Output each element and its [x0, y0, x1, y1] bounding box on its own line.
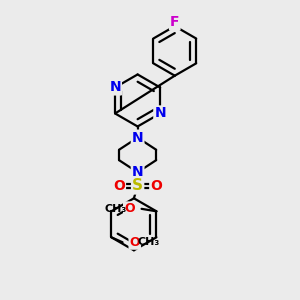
Text: CH₃: CH₃ — [137, 237, 160, 247]
Text: N: N — [154, 106, 166, 121]
Text: N: N — [132, 165, 143, 179]
Text: CH₃: CH₃ — [105, 204, 127, 214]
Text: S: S — [132, 178, 143, 194]
Text: O: O — [124, 202, 135, 215]
Text: N: N — [109, 80, 121, 94]
Text: N: N — [132, 130, 143, 145]
Text: O: O — [113, 179, 125, 193]
Text: O: O — [150, 179, 162, 193]
Text: O: O — [130, 236, 140, 249]
Text: F: F — [170, 15, 179, 29]
